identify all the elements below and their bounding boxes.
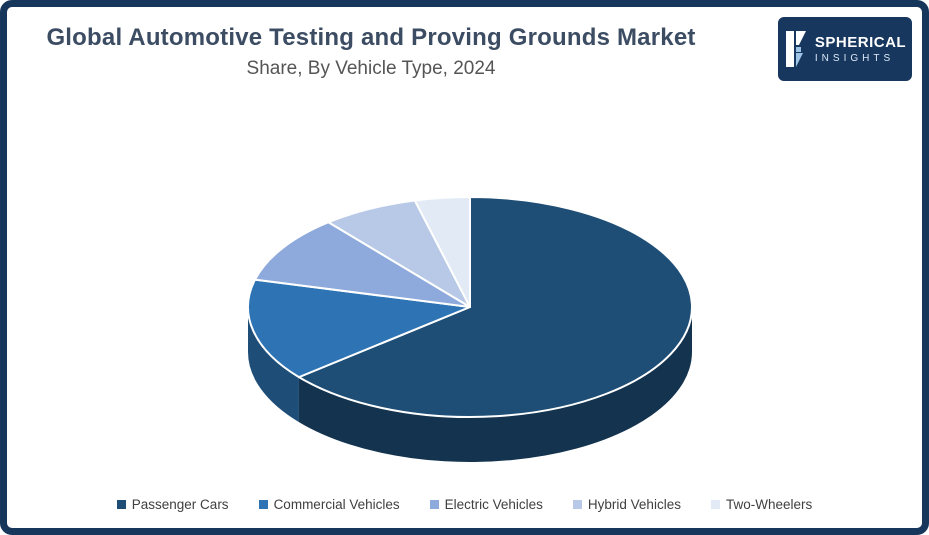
legend-item-two-wheelers: Two-Wheelers — [710, 497, 813, 512]
legend-swatch — [116, 500, 126, 509]
chart-title: Global Automotive Testing and Proving Gr… — [46, 24, 696, 51]
legend-item-hybrid-vehicles: Hybrid Vehicles — [572, 497, 681, 512]
legend-item-passenger-cars: Passenger Cars — [116, 497, 229, 512]
legend-swatch — [572, 500, 582, 509]
pie-slice-commercial-vehicles — [247, 278, 471, 379]
legend-item-electric-vehicles: Electric Vehicles — [429, 497, 543, 512]
logo-icon — [785, 31, 806, 67]
legend-item-commercial-vehicles: Commercial Vehicles — [258, 497, 400, 512]
spherical-insights-logo: SPHERICAL INSIGHTS — [778, 17, 912, 81]
chart-legend: Passenger Cars Commercial Vehicles Electri… — [7, 497, 922, 512]
legend-swatch — [710, 500, 720, 509]
pie-chart-area — [7, 175, 922, 475]
legend-label: Hybrid Vehicles — [587, 497, 681, 512]
legend-swatch — [258, 500, 268, 509]
pie-chart — [247, 196, 693, 463]
chart-header: Global Automotive Testing and Proving Gr… — [23, 23, 719, 81]
pie-rim-passenger-cars — [298, 307, 692, 463]
logo-line1: SPHERICAL — [814, 33, 907, 51]
legend-label: Commercial Vehicles — [273, 497, 400, 512]
pie-slice-passenger-cars — [297, 196, 693, 418]
pie-rim-commercial-vehicles — [248, 307, 299, 423]
legend-swatch — [429, 500, 439, 509]
pie-slice-electric-vehicles — [253, 221, 471, 308]
logo-text: SPHERICAL INSIGHTS — [815, 34, 906, 65]
legend-label: Two-Wheelers — [725, 497, 813, 512]
chart-subtitle: Share, By Vehicle Type, 2024 — [246, 58, 496, 79]
pie-slice-two-wheelers — [413, 196, 471, 308]
legend-label: Electric Vehicles — [444, 497, 543, 512]
legend-label: Passenger Cars — [131, 497, 229, 512]
logo-line2: INSIGHTS — [814, 52, 895, 64]
